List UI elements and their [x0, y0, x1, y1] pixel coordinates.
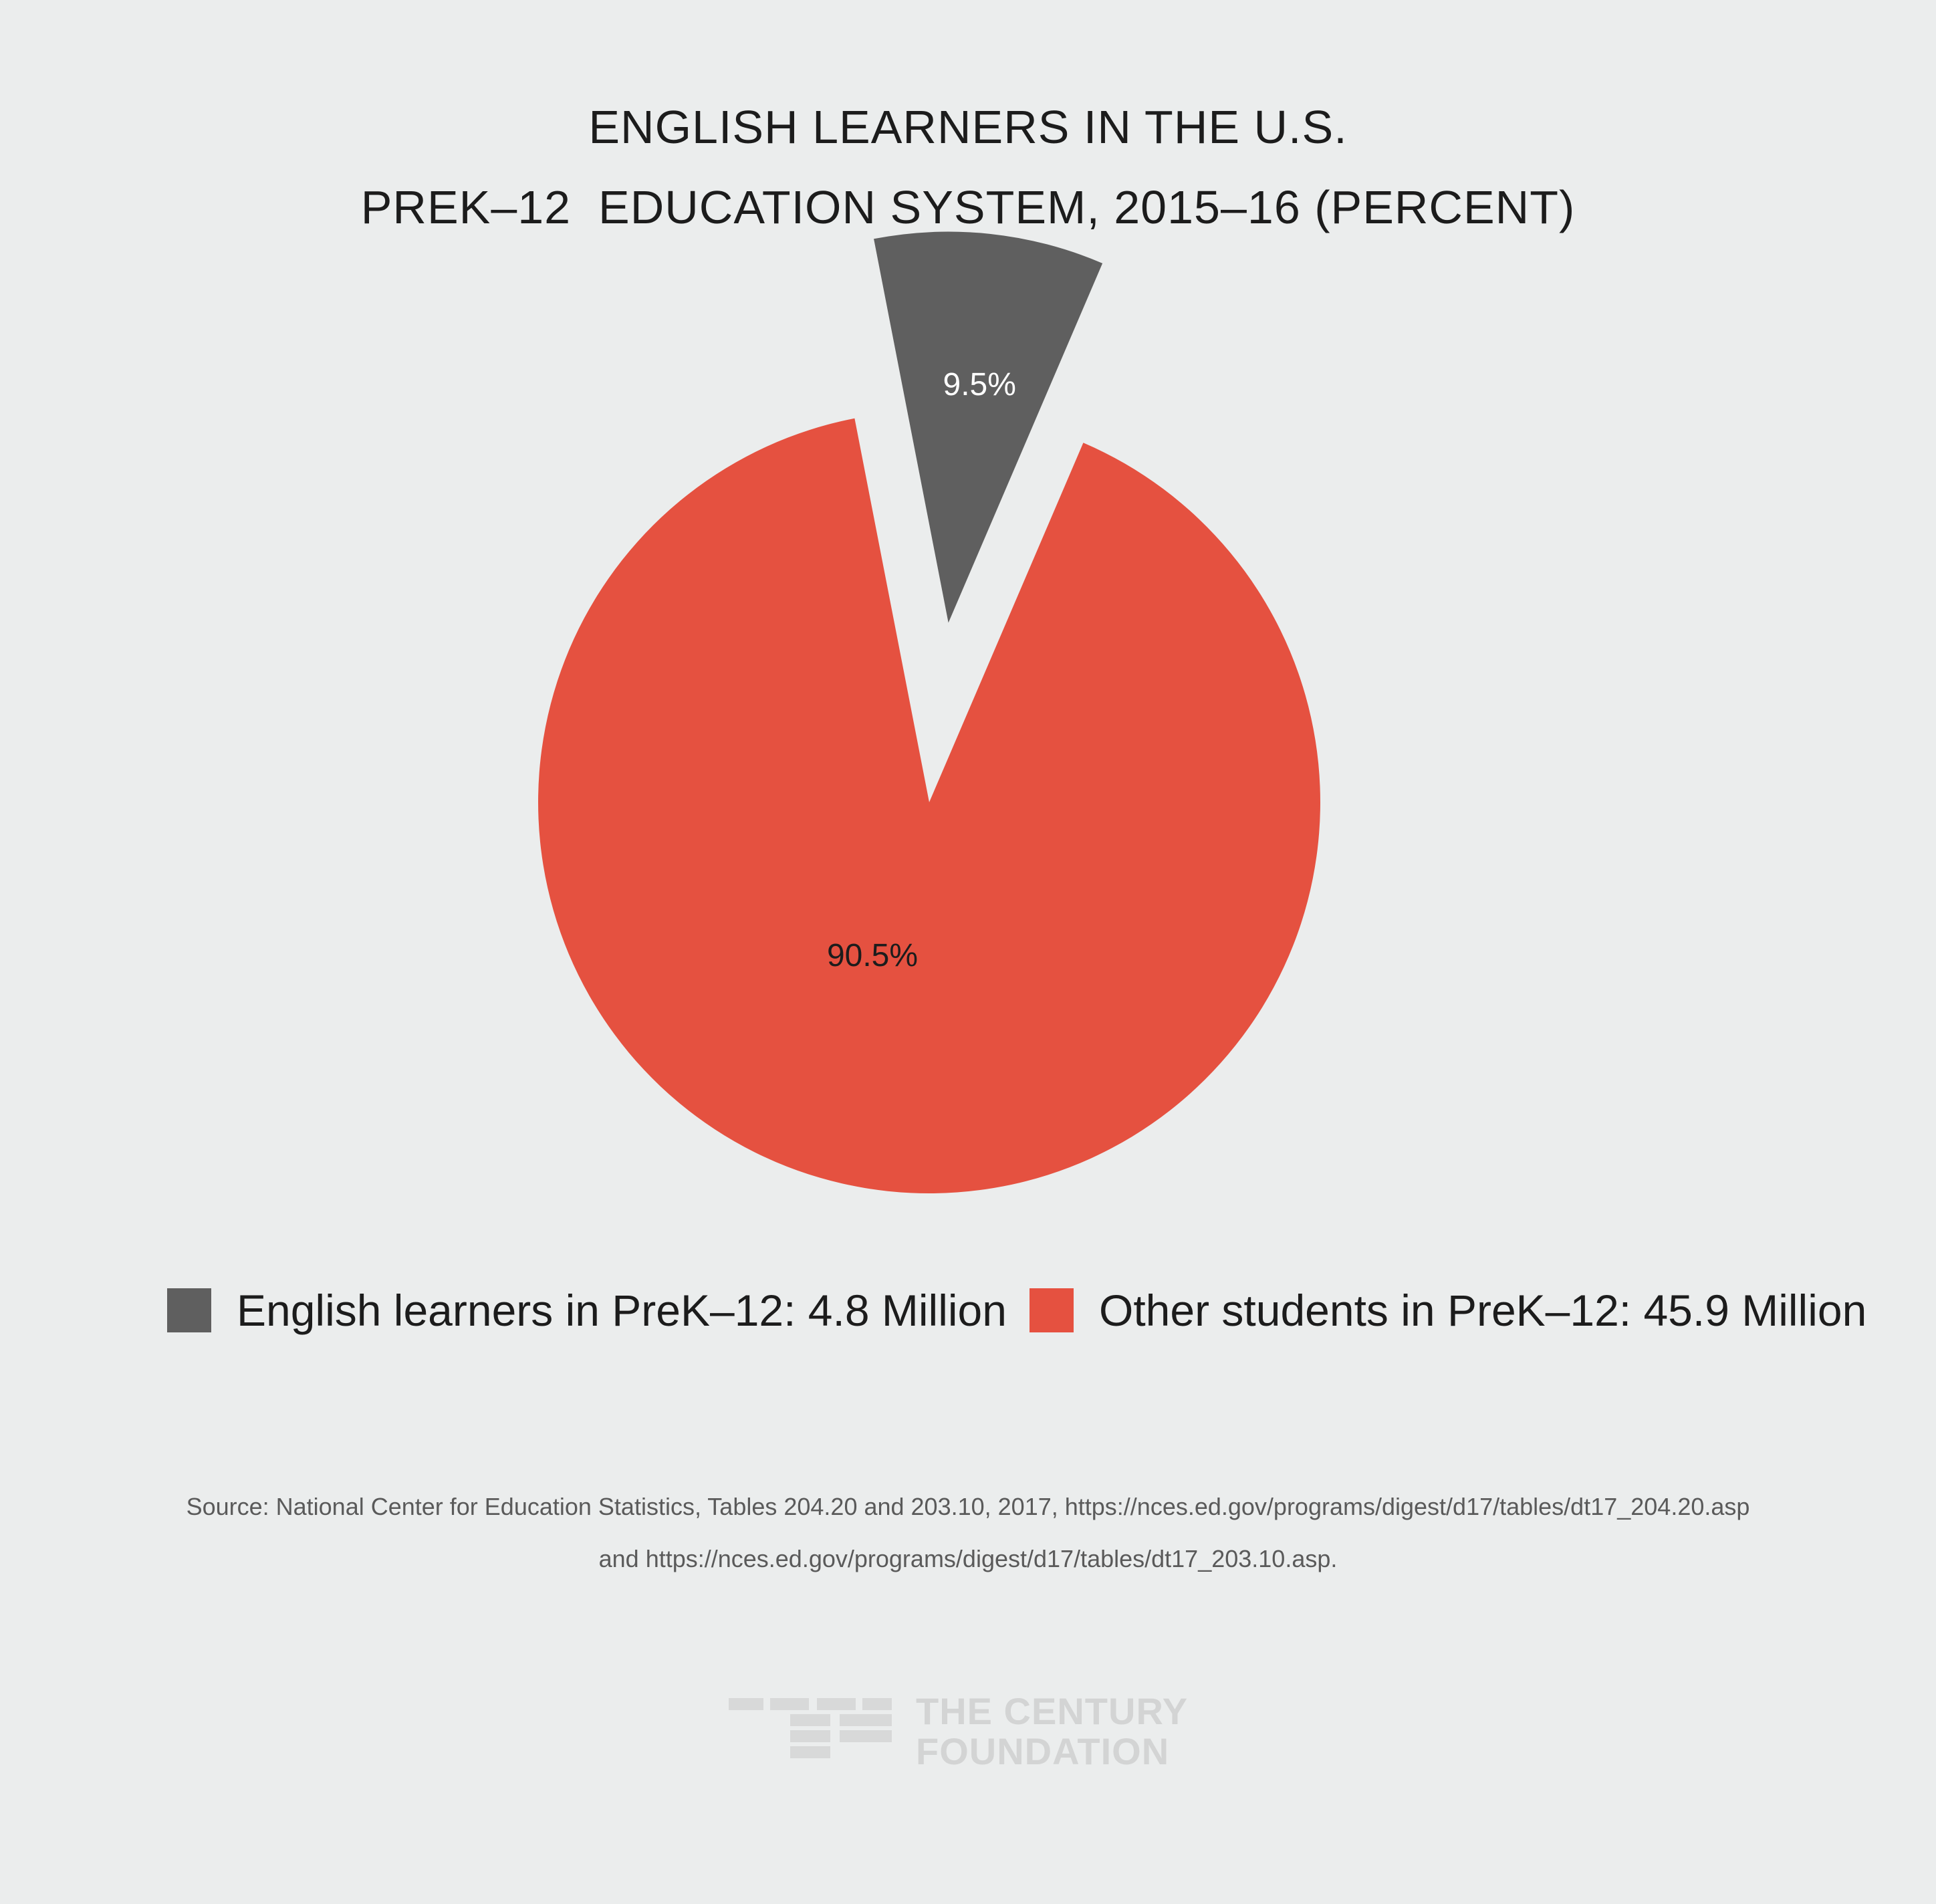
pie-slice-label-1: 90.5% [827, 938, 918, 973]
century-foundation-logo: THE CENTURY FOUNDATION [729, 1691, 1223, 1772]
source-line-1: Source: National Center for Education St… [186, 1493, 1750, 1520]
pie-slice-1 [538, 418, 1321, 1194]
legend-label-english-learners: English learners in PreK–12: 4.8 Million [237, 1286, 1007, 1335]
legend: English learners in PreK–12: 4.8 Million… [0, 1277, 1936, 1344]
pie-slice-0 [874, 231, 1103, 623]
logo-line-1: THE CENTURY [916, 1690, 1189, 1732]
source-note: Source: National Center for Education St… [0, 1481, 1936, 1585]
legend-swatch-english-learners [167, 1288, 211, 1332]
logo-wordmark: THE CENTURY FOUNDATION [916, 1691, 1188, 1772]
chart-title: ENGLISH LEARNERS IN THE U.S. PREK–12 EDU… [0, 87, 1936, 247]
legend-item-english-learners: English learners in PreK–12: 4.8 Million [167, 1277, 1007, 1344]
logo-line-2: FOUNDATION [916, 1730, 1170, 1772]
chart-title-line-1: ENGLISH LEARNERS IN THE U.S. [588, 101, 1348, 153]
source-line-2: and https://nces.ed.gov/programs/digest/… [598, 1545, 1338, 1572]
pie-chart: 9.5% 90.5% [538, 231, 1321, 1194]
legend-label-other-students: Other students in PreK–12: 45.9 Million [1099, 1286, 1867, 1335]
chart-title-line-2: PREK–12 EDUCATION SYSTEM, 2015–16 (PERCE… [360, 181, 1576, 233]
pie-slice-label-0: 9.5% [943, 367, 1016, 402]
logo-mark [729, 1698, 896, 1772]
legend-swatch-other-students [1030, 1288, 1074, 1332]
legend-item-other-students: Other students in PreK–12: 45.9 Million [1030, 1277, 1866, 1344]
